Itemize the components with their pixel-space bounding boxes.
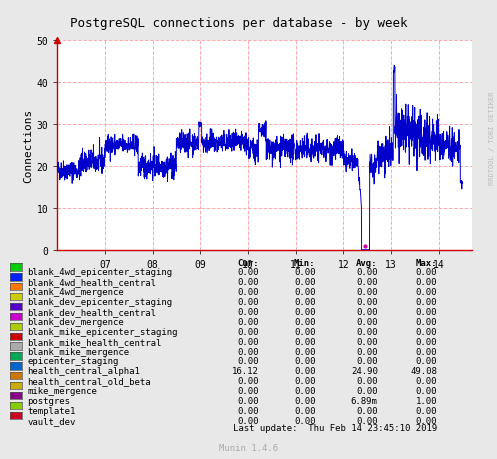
Text: 0.00: 0.00 bbox=[356, 327, 378, 336]
Text: 0.00: 0.00 bbox=[237, 347, 258, 356]
Text: 0.00: 0.00 bbox=[416, 278, 437, 287]
Text: 0.00: 0.00 bbox=[356, 376, 378, 386]
Text: vault_dev: vault_dev bbox=[27, 416, 76, 425]
Text: 0.00: 0.00 bbox=[416, 376, 437, 386]
Text: 0.00: 0.00 bbox=[237, 386, 258, 395]
Text: 0.00: 0.00 bbox=[294, 268, 316, 277]
Text: 0.00: 0.00 bbox=[237, 337, 258, 346]
Text: 0.00: 0.00 bbox=[416, 287, 437, 297]
Text: 0.00: 0.00 bbox=[416, 308, 437, 316]
Text: 0.00: 0.00 bbox=[294, 278, 316, 287]
Text: blank_4wd_health_central: blank_4wd_health_central bbox=[27, 278, 157, 287]
Text: 0.00: 0.00 bbox=[416, 386, 437, 395]
Text: 0.00: 0.00 bbox=[294, 287, 316, 297]
Text: 0.00: 0.00 bbox=[356, 347, 378, 356]
Text: 0.00: 0.00 bbox=[294, 376, 316, 386]
Text: 0.00: 0.00 bbox=[237, 287, 258, 297]
Text: 0.00: 0.00 bbox=[356, 357, 378, 366]
Text: 0.00: 0.00 bbox=[294, 357, 316, 366]
Text: blank_dev_health_central: blank_dev_health_central bbox=[27, 308, 157, 316]
Text: PostgreSQL connections per database - by week: PostgreSQL connections per database - by… bbox=[70, 17, 408, 30]
Text: 0.00: 0.00 bbox=[356, 287, 378, 297]
Text: 0.00: 0.00 bbox=[294, 317, 316, 326]
Text: 0.00: 0.00 bbox=[237, 327, 258, 336]
Text: RRDTOOL / TOBI OETIKER: RRDTOOL / TOBI OETIKER bbox=[489, 91, 495, 185]
Text: blank_mike_epicenter_staging: blank_mike_epicenter_staging bbox=[27, 327, 178, 336]
Text: 0.00: 0.00 bbox=[294, 347, 316, 356]
Text: blank_4wd_mergence: blank_4wd_mergence bbox=[27, 287, 124, 297]
Text: 0.00: 0.00 bbox=[416, 406, 437, 415]
Text: 0.00: 0.00 bbox=[237, 268, 258, 277]
Text: 0.00: 0.00 bbox=[294, 308, 316, 316]
Text: 6.89m: 6.89m bbox=[351, 396, 378, 405]
Text: 0.00: 0.00 bbox=[416, 317, 437, 326]
Text: 0.00: 0.00 bbox=[294, 337, 316, 346]
Text: 0.00: 0.00 bbox=[237, 278, 258, 287]
Text: Last update:  Thu Feb 14 23:45:10 2019: Last update: Thu Feb 14 23:45:10 2019 bbox=[233, 423, 437, 432]
Text: 0.00: 0.00 bbox=[237, 297, 258, 307]
Text: template1: template1 bbox=[27, 406, 76, 415]
Text: 0.00: 0.00 bbox=[237, 416, 258, 425]
Text: 0.00: 0.00 bbox=[294, 416, 316, 425]
Text: blank_dev_mergence: blank_dev_mergence bbox=[27, 317, 124, 326]
Text: postgres: postgres bbox=[27, 396, 71, 405]
Text: 0.00: 0.00 bbox=[294, 366, 316, 375]
Text: 0.00: 0.00 bbox=[356, 278, 378, 287]
Text: 1.00: 1.00 bbox=[416, 396, 437, 405]
Text: blank_4wd_epicenter_staging: blank_4wd_epicenter_staging bbox=[27, 268, 172, 277]
Text: Cur:: Cur: bbox=[237, 258, 258, 267]
Text: 0.00: 0.00 bbox=[237, 396, 258, 405]
Text: 0.00: 0.00 bbox=[416, 416, 437, 425]
Text: 0.00: 0.00 bbox=[416, 268, 437, 277]
Text: 0.00: 0.00 bbox=[356, 386, 378, 395]
Text: 49.08: 49.08 bbox=[411, 366, 437, 375]
Text: 0.00: 0.00 bbox=[237, 308, 258, 316]
Text: 0.00: 0.00 bbox=[294, 327, 316, 336]
Text: blank_dev_epicenter_staging: blank_dev_epicenter_staging bbox=[27, 297, 172, 307]
Text: Min:: Min: bbox=[294, 258, 316, 267]
Text: 24.90: 24.90 bbox=[351, 366, 378, 375]
Text: 0.00: 0.00 bbox=[416, 327, 437, 336]
Text: 0.00: 0.00 bbox=[237, 406, 258, 415]
Text: Avg:: Avg: bbox=[356, 258, 378, 267]
Text: epicenter_staging: epicenter_staging bbox=[27, 357, 119, 366]
Text: 0.00: 0.00 bbox=[294, 406, 316, 415]
Text: 0.00: 0.00 bbox=[416, 297, 437, 307]
Y-axis label: Connections: Connections bbox=[23, 109, 34, 183]
Text: 0.00: 0.00 bbox=[356, 317, 378, 326]
Text: Munin 1.4.6: Munin 1.4.6 bbox=[219, 443, 278, 452]
Text: 0.00: 0.00 bbox=[356, 406, 378, 415]
Text: 0.00: 0.00 bbox=[294, 386, 316, 395]
Text: health_central_old_beta: health_central_old_beta bbox=[27, 376, 151, 386]
Text: Max:: Max: bbox=[416, 258, 437, 267]
Text: blank_mike_health_central: blank_mike_health_central bbox=[27, 337, 162, 346]
Text: 0.00: 0.00 bbox=[237, 317, 258, 326]
Text: 0.00: 0.00 bbox=[416, 337, 437, 346]
Text: 0.00: 0.00 bbox=[356, 297, 378, 307]
Text: mike_mergence: mike_mergence bbox=[27, 386, 97, 395]
Text: 0.00: 0.00 bbox=[356, 416, 378, 425]
Text: 0.00: 0.00 bbox=[356, 337, 378, 346]
Text: health_central_alpha1: health_central_alpha1 bbox=[27, 366, 140, 375]
Text: 0.00: 0.00 bbox=[237, 357, 258, 366]
Text: 0.00: 0.00 bbox=[356, 268, 378, 277]
Text: 0.00: 0.00 bbox=[416, 347, 437, 356]
Text: 16.12: 16.12 bbox=[232, 366, 258, 375]
Text: 0.00: 0.00 bbox=[237, 376, 258, 386]
Text: 0.00: 0.00 bbox=[356, 308, 378, 316]
Text: 0.00: 0.00 bbox=[294, 396, 316, 405]
Text: blank_mike_mergence: blank_mike_mergence bbox=[27, 347, 129, 356]
Text: 0.00: 0.00 bbox=[416, 357, 437, 366]
Text: 0.00: 0.00 bbox=[294, 297, 316, 307]
